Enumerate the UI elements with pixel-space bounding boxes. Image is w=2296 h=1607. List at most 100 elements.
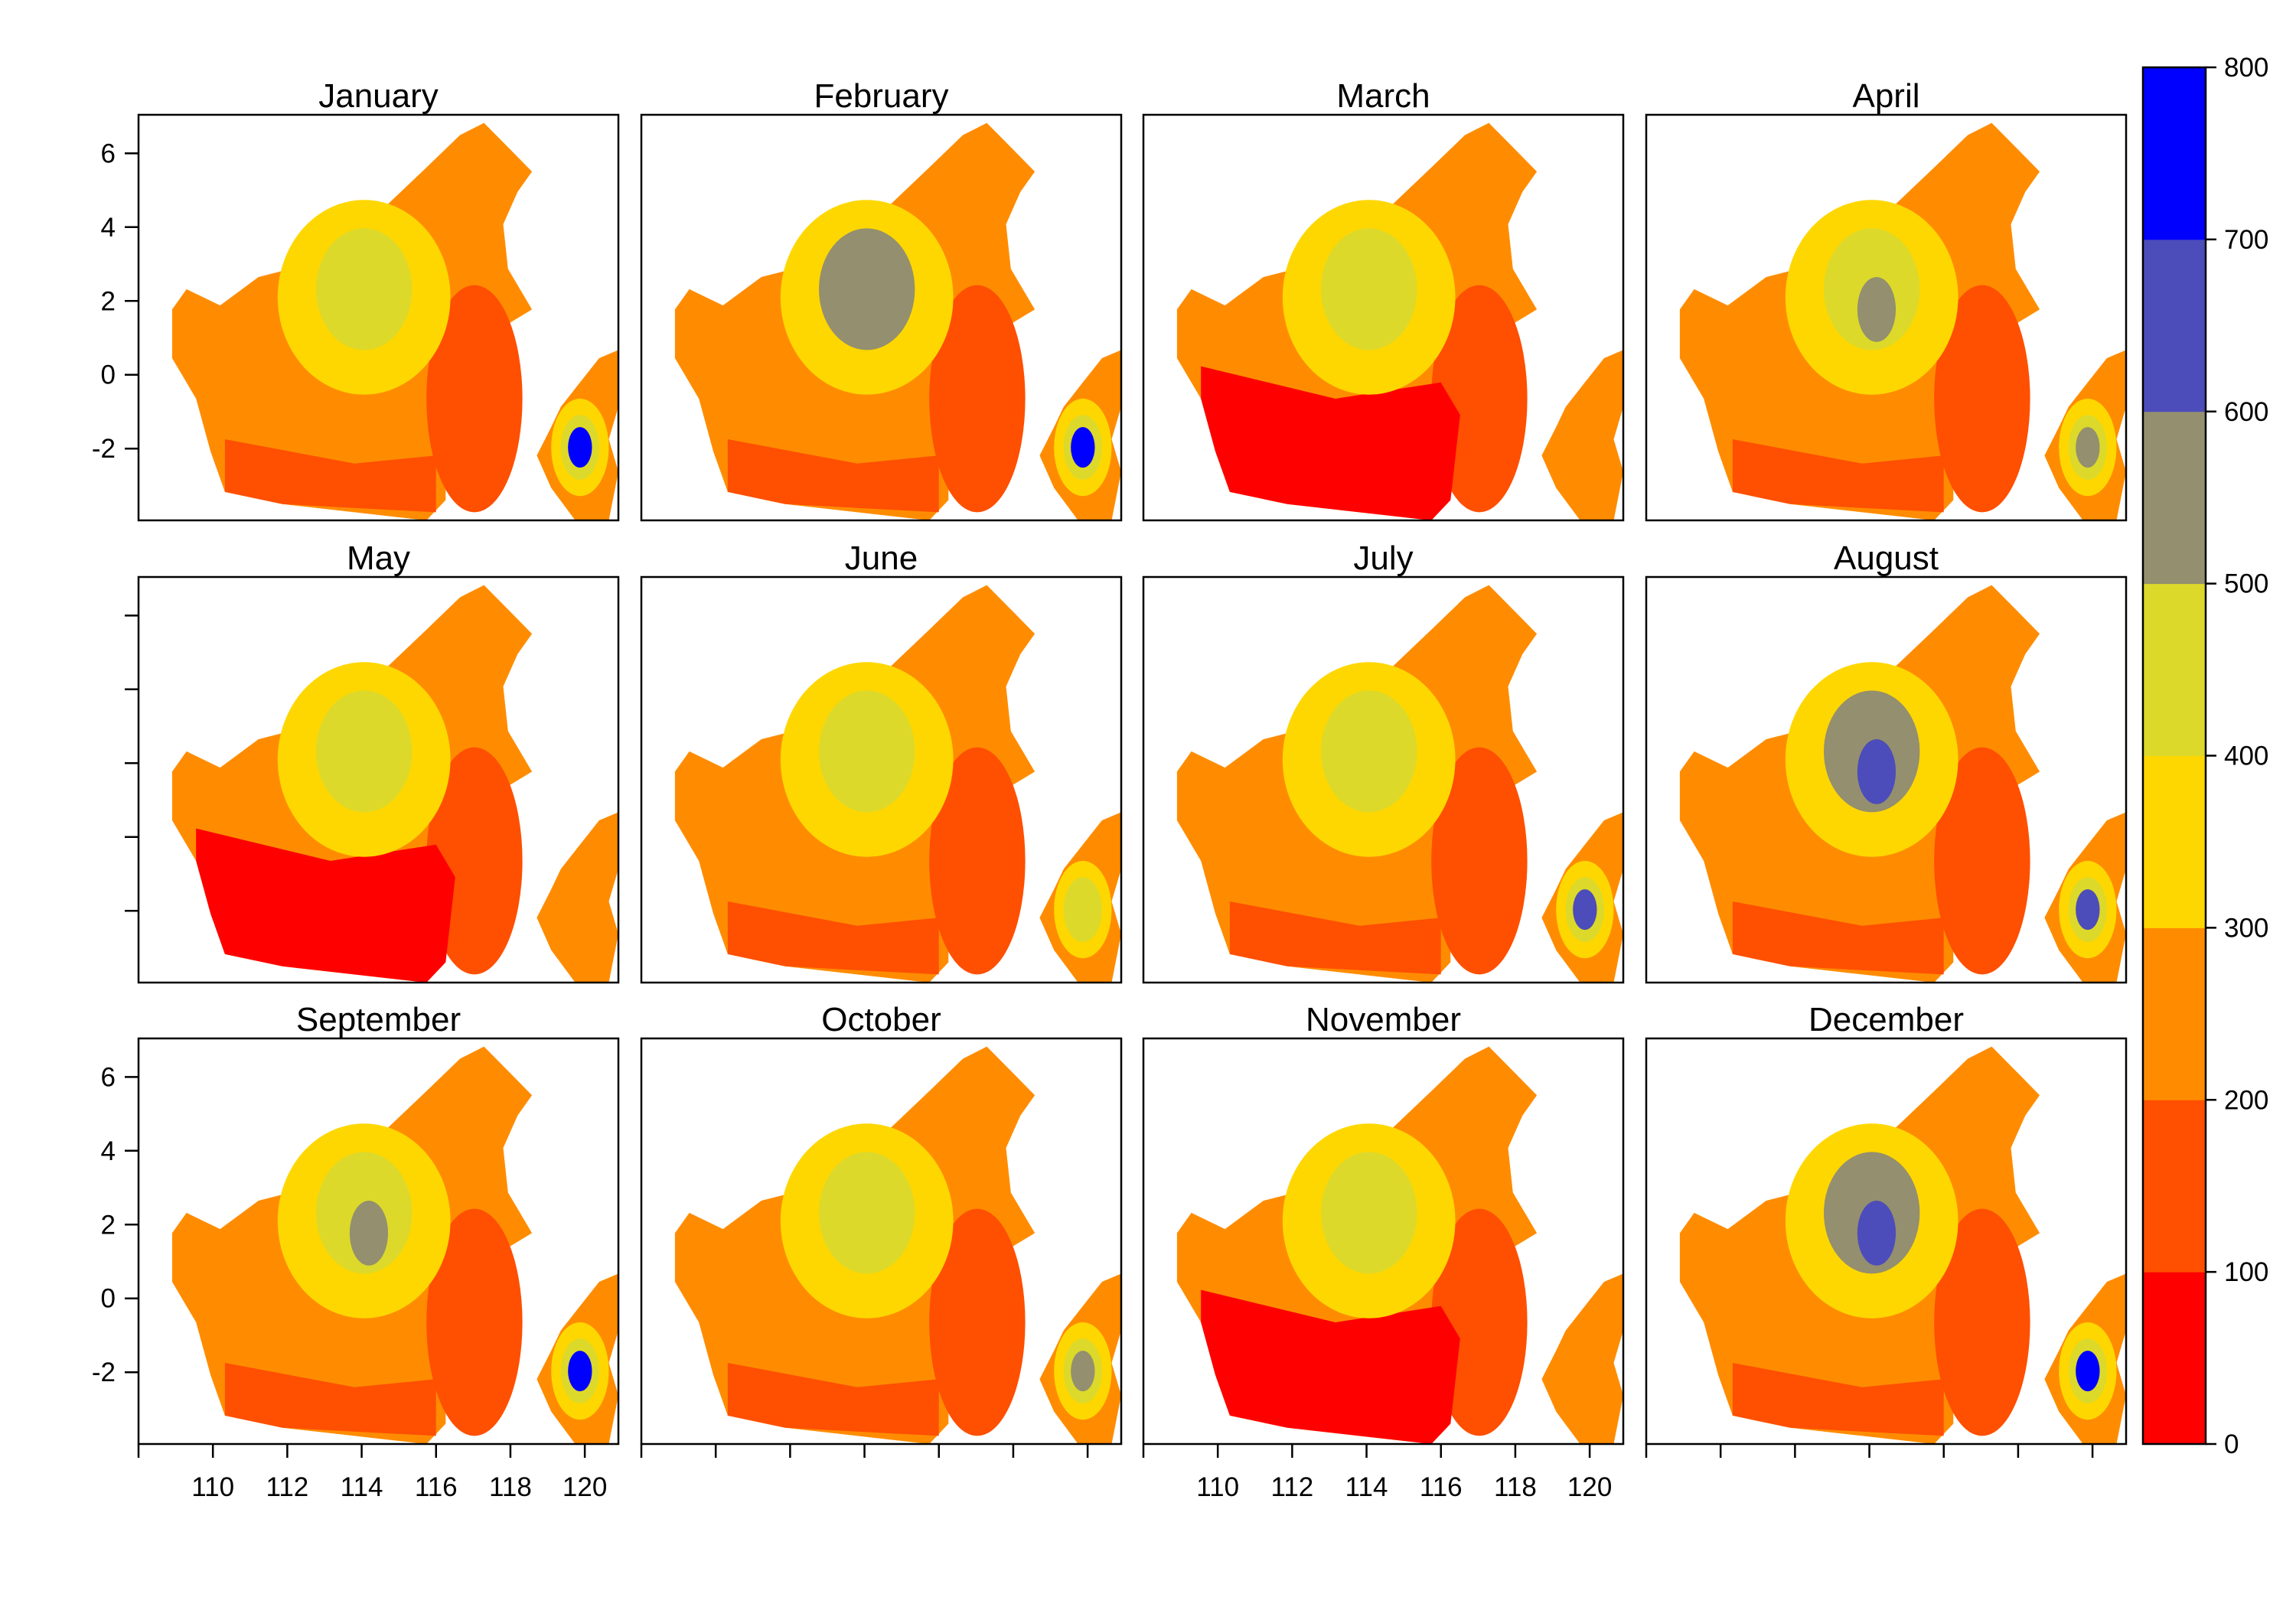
sulawesi-peak xyxy=(2076,427,2100,468)
core-zone xyxy=(315,228,413,350)
colorbar: 0 100 200 300 400 500 600 700 800 xyxy=(2141,53,2268,1459)
x-tick-label: 114 xyxy=(1345,1472,1388,1502)
peak-zone xyxy=(1857,1201,1896,1266)
south-coast-band xyxy=(1732,1363,1944,1436)
map-panel-may: May xyxy=(125,539,620,984)
south-coast-band xyxy=(727,1363,939,1436)
colorbar-segment xyxy=(2143,755,2206,928)
sulawesi-peak xyxy=(1573,889,1597,931)
map-panel-march: March xyxy=(1142,77,1625,522)
colorbar-tick-label: 400 xyxy=(2224,742,2268,771)
sulawesi-peak xyxy=(2076,1351,2100,1392)
south-coast-band xyxy=(1229,901,1441,975)
south-coast-band xyxy=(1732,439,1944,513)
panel-frame xyxy=(1645,113,2128,522)
panel-title: January xyxy=(318,77,439,115)
panel-title: February xyxy=(814,77,948,115)
colorbar-segment xyxy=(2143,927,2206,1100)
south-red-zone xyxy=(1201,1289,1460,1444)
colorbar-tick-label: 200 xyxy=(2224,1085,2268,1115)
panel-title: August xyxy=(1834,539,1939,577)
panel-frame xyxy=(1142,113,1625,522)
sulawesi-land xyxy=(536,812,618,983)
map-panel-december: December xyxy=(1645,1001,2128,1458)
x-tick-label: 120 xyxy=(1567,1472,1612,1502)
map-panel-april: April xyxy=(1645,77,2128,522)
colorbar-tick-label: 300 xyxy=(2224,913,2268,943)
x-tick-label: 114 xyxy=(341,1472,383,1502)
colorbar-tick-label: 700 xyxy=(2224,225,2268,255)
south-red-zone xyxy=(196,828,455,983)
south-coast-band xyxy=(727,901,939,975)
panel-frame xyxy=(137,113,620,522)
x-tick-label: 118 xyxy=(1494,1472,1537,1502)
x-tick-label: 110 xyxy=(1196,1472,1239,1502)
panel-title: March xyxy=(1336,77,1430,115)
y-tick-label: 0 xyxy=(101,1284,116,1314)
sulawesi-peak xyxy=(1071,1351,1095,1392)
east-coast-band xyxy=(929,1208,1026,1436)
colorbar-tick-label: 500 xyxy=(2224,569,2268,599)
south-red-zone xyxy=(1201,366,1460,520)
x-tick-label: 118 xyxy=(489,1472,532,1502)
panel-frame xyxy=(1142,575,1625,984)
panel-title: September xyxy=(296,1001,461,1038)
sulawesi-land xyxy=(1541,1273,1623,1444)
colorbar-segment xyxy=(2143,1272,2206,1445)
x-tick-label: 116 xyxy=(1420,1472,1463,1502)
south-coast-band xyxy=(1732,901,1944,975)
east-coast-band xyxy=(1431,747,1528,975)
east-coast-band xyxy=(1934,285,2030,513)
panel-frame xyxy=(640,1037,1123,1446)
sulawesi-land xyxy=(1541,350,1623,520)
east-coast-band xyxy=(929,747,1026,975)
x-tick-label: 112 xyxy=(1270,1472,1313,1502)
core-zone xyxy=(818,1152,915,1274)
east-coast-band xyxy=(426,1208,523,1436)
map-panel-september: September 6 4 2 0 -2 110 112 114 116 118 120 xyxy=(92,1001,620,1502)
south-coast-band xyxy=(224,1363,436,1436)
core-zone xyxy=(818,690,915,813)
x-tick-label: 112 xyxy=(266,1472,308,1502)
y-tick-label: 6 xyxy=(101,139,116,168)
core-zone xyxy=(315,690,413,813)
panel-frame xyxy=(137,575,620,984)
map-panel-october: October xyxy=(640,1001,1123,1458)
panel-title: November xyxy=(1306,1001,1461,1038)
y-tick-label: 0 xyxy=(101,360,116,390)
core-zone xyxy=(1320,690,1417,813)
east-coast-band xyxy=(929,285,1026,513)
map-panel-february: February xyxy=(640,77,1123,522)
core-zone xyxy=(1320,228,1417,350)
peak-zone xyxy=(1857,277,1896,342)
y-tick-label: -2 xyxy=(92,1358,116,1387)
sulawesi-peak xyxy=(568,427,592,468)
y-tick-label: 4 xyxy=(101,1136,116,1166)
y-tick-label: -2 xyxy=(92,434,116,464)
panel-title: December xyxy=(1808,1001,1964,1038)
south-coast-band xyxy=(727,439,939,513)
map-panel-june: June xyxy=(640,539,1123,984)
peak-zone xyxy=(1857,739,1896,804)
east-coast-band xyxy=(1934,747,2030,975)
colorbar-segment xyxy=(2143,239,2206,412)
peak-zone xyxy=(349,1201,389,1266)
colorbar-tick-label: 600 xyxy=(2224,397,2268,427)
sulawesi-peak xyxy=(1071,889,1095,931)
colorbar-segment xyxy=(2143,583,2206,756)
map-panel-july: July xyxy=(1142,539,1625,984)
panel-title: April xyxy=(1852,77,1919,115)
panel-frame xyxy=(1645,575,2128,984)
panel-frame xyxy=(137,1037,620,1446)
sulawesi-peak xyxy=(568,1351,592,1392)
east-coast-band xyxy=(1934,1208,2030,1436)
panel-frame xyxy=(1645,1037,2128,1446)
east-coast-band xyxy=(426,285,523,513)
map-panel-august: August xyxy=(1645,539,2128,984)
panels-layer: January 6 4 2 0 -2 February March April May June Ju… xyxy=(92,77,2128,1502)
colorbar-tick-label: 100 xyxy=(2224,1257,2268,1287)
map-panel-november: November 110 112 114 116 118 120 xyxy=(1142,1001,1625,1502)
colorbar-tick-label: 800 xyxy=(2224,53,2268,83)
x-tick-label: 120 xyxy=(563,1472,607,1502)
